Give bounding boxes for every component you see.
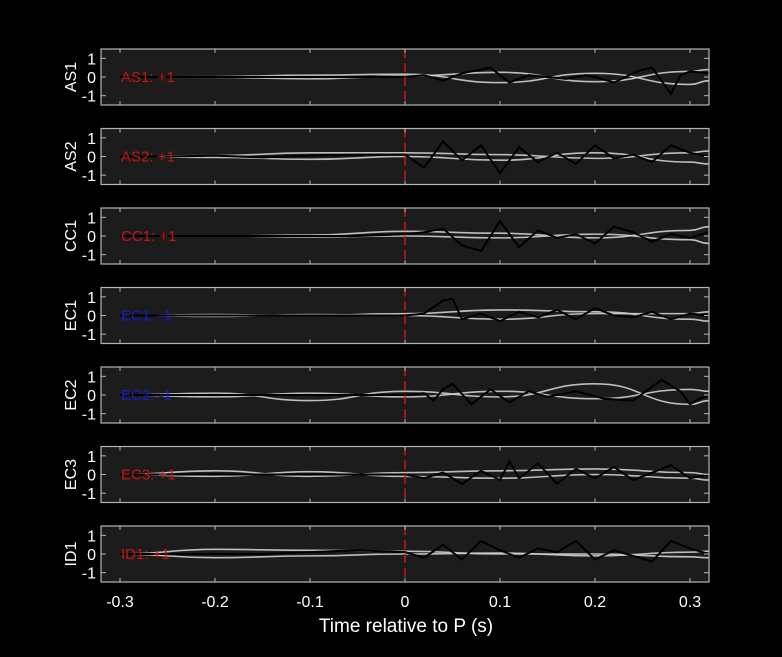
- station-label-as2: AS2: [63, 141, 80, 171]
- x-tick-label-4: 0.1: [489, 594, 511, 611]
- gray-trace-ec3-2: [119, 470, 709, 481]
- x-tick-label-3: 0: [401, 594, 410, 611]
- station-label-ec3: EC3: [63, 459, 80, 490]
- y-tick-label-as1-1: 0: [87, 70, 96, 87]
- y-tick-label-ec2-2: -1: [82, 407, 96, 424]
- y-tick-label-ec3-1: 0: [87, 468, 96, 485]
- traces-as1: [119, 66, 709, 96]
- x-axis-label: Time relative to P (s): [319, 616, 493, 637]
- station-label-as1: AS1: [63, 62, 80, 92]
- black-trace-ec3: [120, 459, 709, 486]
- y-tick-label-cc1-2: -1: [82, 248, 96, 265]
- x-tick-label-2: -0.1: [296, 594, 324, 611]
- station-label-cc1: CC1: [63, 220, 80, 252]
- y-tick-label-ec1-2: -1: [82, 327, 96, 344]
- traces-as2: [119, 140, 709, 176]
- traces-cc1: [120, 219, 709, 253]
- black-trace-ec2: [120, 378, 709, 406]
- black-trace-as2: [120, 140, 709, 176]
- x-tick-label-6: 0.3: [679, 594, 701, 611]
- gray-trace-id1-1: [119, 548, 709, 559]
- y-tick-label-as1-0: 1: [87, 51, 96, 68]
- x-tick-label-1: -0.2: [201, 594, 229, 611]
- polarity-annotation-id1: ID1: +1: [121, 546, 170, 563]
- gray-trace-ec2-1: [119, 382, 709, 406]
- polarity-annotation-as1: AS1: +1: [121, 69, 175, 86]
- traces-ec3: [119, 459, 709, 486]
- black-trace-id1: [120, 539, 709, 563]
- polarity-annotation-ec3: EC3: +1: [121, 467, 176, 484]
- polarity-annotation-cc1: CC1: +1: [121, 228, 176, 245]
- station-label-ec1: EC1: [63, 300, 80, 331]
- station-label-ec2: EC2: [63, 379, 80, 410]
- y-tick-label-id1-1: 0: [87, 547, 96, 564]
- y-tick-label-ec1-1: 0: [87, 309, 96, 326]
- traces-id1: [119, 539, 709, 563]
- y-tick-label-ec3-2: -1: [82, 486, 96, 503]
- traces-ec1: [119, 297, 709, 323]
- y-tick-label-ec3-0: 1: [87, 449, 96, 466]
- black-trace-as1: [120, 66, 709, 96]
- station-label-id1: ID1: [63, 541, 80, 566]
- black-trace-cc1: [120, 219, 709, 253]
- polarity-annotation-ec1: EC1: -1: [121, 308, 172, 325]
- traces-ec2: [119, 378, 709, 406]
- gray-trace-ec2-2: [119, 388, 709, 400]
- y-tick-label-as2-2: -1: [82, 168, 96, 185]
- y-tick-label-ec2-1: 0: [87, 388, 96, 405]
- y-tick-label-ec2-0: 1: [87, 369, 96, 386]
- y-tick-label-cc1-0: 1: [87, 210, 96, 227]
- y-tick-label-id1-0: 1: [87, 528, 96, 545]
- x-tick-label-5: 0.2: [584, 594, 606, 611]
- polarity-annotation-ec2: EC2: -1: [121, 387, 172, 404]
- polarity-annotation-as2: AS2: +1: [121, 149, 175, 166]
- y-tick-label-as2-0: 1: [87, 131, 96, 148]
- y-tick-label-as2-1: 0: [87, 150, 96, 167]
- x-tick-label-0: -0.3: [106, 594, 134, 611]
- x-axis: -0.3 -0.2 -0.1 0 0.1 0.2 0.3: [106, 594, 701, 611]
- y-tick-label-as1-2: -1: [82, 89, 96, 106]
- gray-trace-as2-2: [119, 151, 709, 165]
- y-tick-label-ec1-0: 1: [87, 290, 96, 307]
- black-trace-ec1: [120, 297, 709, 323]
- y-tick-label-cc1-1: 0: [87, 229, 96, 246]
- y-tick-label-id1-2: -1: [82, 566, 96, 583]
